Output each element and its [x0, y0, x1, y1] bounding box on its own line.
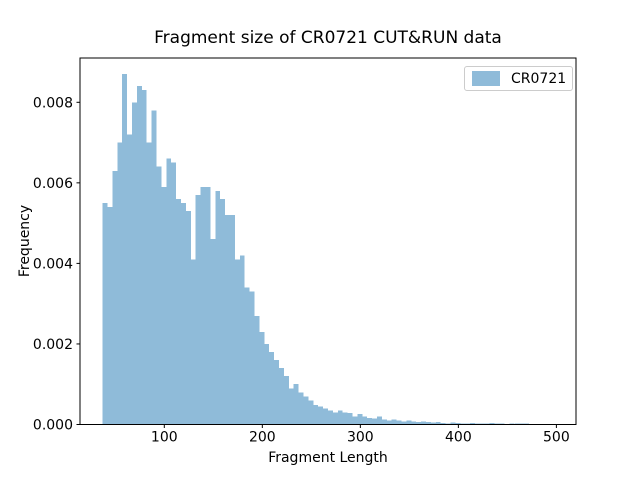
- histogram-bar: [455, 422, 461, 425]
- x-axis-label: Fragment Length: [268, 450, 388, 466]
- histogram-bar: [328, 410, 333, 425]
- histogram-bar: [362, 416, 368, 425]
- histogram-bar: [146, 142, 152, 425]
- histogram-bar: [470, 422, 476, 425]
- histogram-bar: [298, 392, 304, 425]
- axes-frame: [79, 57, 577, 425]
- histogram-bar: [519, 423, 525, 425]
- histogram-bar: [377, 416, 382, 425]
- histogram-bar: [141, 90, 147, 425]
- histogram-bar: [313, 405, 319, 425]
- y-axis-label: Frequency: [17, 204, 33, 278]
- histogram-bar: [381, 419, 387, 425]
- x-tick-label: 500: [543, 430, 570, 446]
- legend-swatch-icon: [472, 71, 500, 86]
- histogram-bar: [136, 86, 142, 425]
- histogram-bar: [205, 186, 211, 425]
- x-tick-label: 200: [249, 430, 276, 446]
- histogram-bar: [131, 102, 137, 425]
- histogram-bar: [450, 422, 456, 425]
- histogram-bar: [342, 412, 348, 425]
- histogram-bar: [234, 259, 240, 425]
- histogram-bar: [278, 368, 284, 425]
- histogram-bar: [401, 421, 407, 425]
- histogram-bar: [259, 331, 265, 425]
- y-tick-label: 0.002: [33, 337, 73, 353]
- histogram-bar: [107, 207, 113, 425]
- histogram-bar: [347, 413, 353, 425]
- histogram-bar: [435, 422, 441, 425]
- histogram-bar: [323, 408, 328, 425]
- histogram-bar: [293, 384, 299, 425]
- histogram-bar: [406, 420, 412, 425]
- histogram-bar: [200, 186, 206, 425]
- histogram-bar: [465, 423, 471, 425]
- histogram-bar: [421, 421, 427, 425]
- histogram-bar: [117, 142, 123, 425]
- histogram-bar: [195, 194, 201, 425]
- histogram-bar: [127, 134, 132, 425]
- histogram-bar: [372, 418, 378, 425]
- histogram-bar: [352, 416, 358, 425]
- histogram-bar: [210, 239, 216, 425]
- histogram-bar: [264, 343, 270, 425]
- histogram-bar: [288, 388, 294, 425]
- chart-title: Fragment size of CR0721 CUT&RUN data: [154, 28, 502, 48]
- histogram-bar: [215, 190, 221, 425]
- histogram-bar: [426, 422, 431, 425]
- y-tick-label: 0.000: [33, 418, 73, 434]
- histogram-bar: [249, 291, 255, 425]
- histogram-bar: [318, 406, 324, 425]
- histogram-bar: [244, 287, 250, 425]
- histogram-bar: [416, 422, 422, 425]
- histogram-bar: [156, 166, 162, 425]
- histogram-bar: [166, 158, 172, 425]
- y-tick-label: 0.008: [33, 95, 73, 111]
- x-tick-label: 400: [445, 430, 472, 446]
- histogram-bar: [303, 396, 309, 425]
- histogram-bar: [337, 410, 343, 425]
- histogram-bar: [283, 376, 289, 425]
- histogram-bar: [161, 186, 167, 425]
- histogram-bar: [396, 420, 402, 425]
- histogram-bar: [176, 198, 181, 425]
- histogram-bar: [445, 423, 451, 425]
- histogram-bar: [151, 110, 157, 425]
- histogram-bar: [239, 255, 245, 425]
- histogram-bar: [112, 170, 118, 425]
- histogram-bar: [185, 211, 191, 425]
- histogram-bar: [479, 423, 485, 425]
- histogram-bar: [269, 352, 275, 425]
- histogram-bar: [391, 419, 397, 425]
- histogram-bar: [411, 421, 417, 425]
- histogram-bar: [494, 423, 500, 425]
- histogram-bar: [225, 215, 230, 425]
- y-tick-label: 0.004: [33, 256, 73, 272]
- histogram-bar: [122, 74, 128, 425]
- histogram-bar: [332, 412, 338, 425]
- legend-label: CR0721: [511, 70, 567, 87]
- histogram-bar: [509, 423, 515, 425]
- histogram-bar: [102, 202, 108, 425]
- histogram-bar: [229, 215, 235, 425]
- histogram-bar: [430, 422, 436, 425]
- histogram-bar: [254, 315, 260, 425]
- histogram-bar: [367, 418, 373, 425]
- histogram-bar: [171, 162, 177, 425]
- legend: CR0721: [464, 66, 573, 91]
- histogram-bar: [220, 198, 226, 425]
- histogram-bar: [357, 414, 363, 425]
- histogram-bar: [274, 360, 279, 425]
- histogram-bar: [489, 422, 495, 425]
- x-tick-label: 100: [151, 430, 178, 446]
- y-tick-label: 0.006: [33, 176, 73, 192]
- x-tick-label: 300: [347, 430, 374, 446]
- histogram-bar: [386, 420, 392, 425]
- histogram-bar: [180, 202, 186, 425]
- histogram-bar: [308, 400, 314, 425]
- histogram-bar: [190, 259, 196, 425]
- histogram-bar: [440, 422, 446, 425]
